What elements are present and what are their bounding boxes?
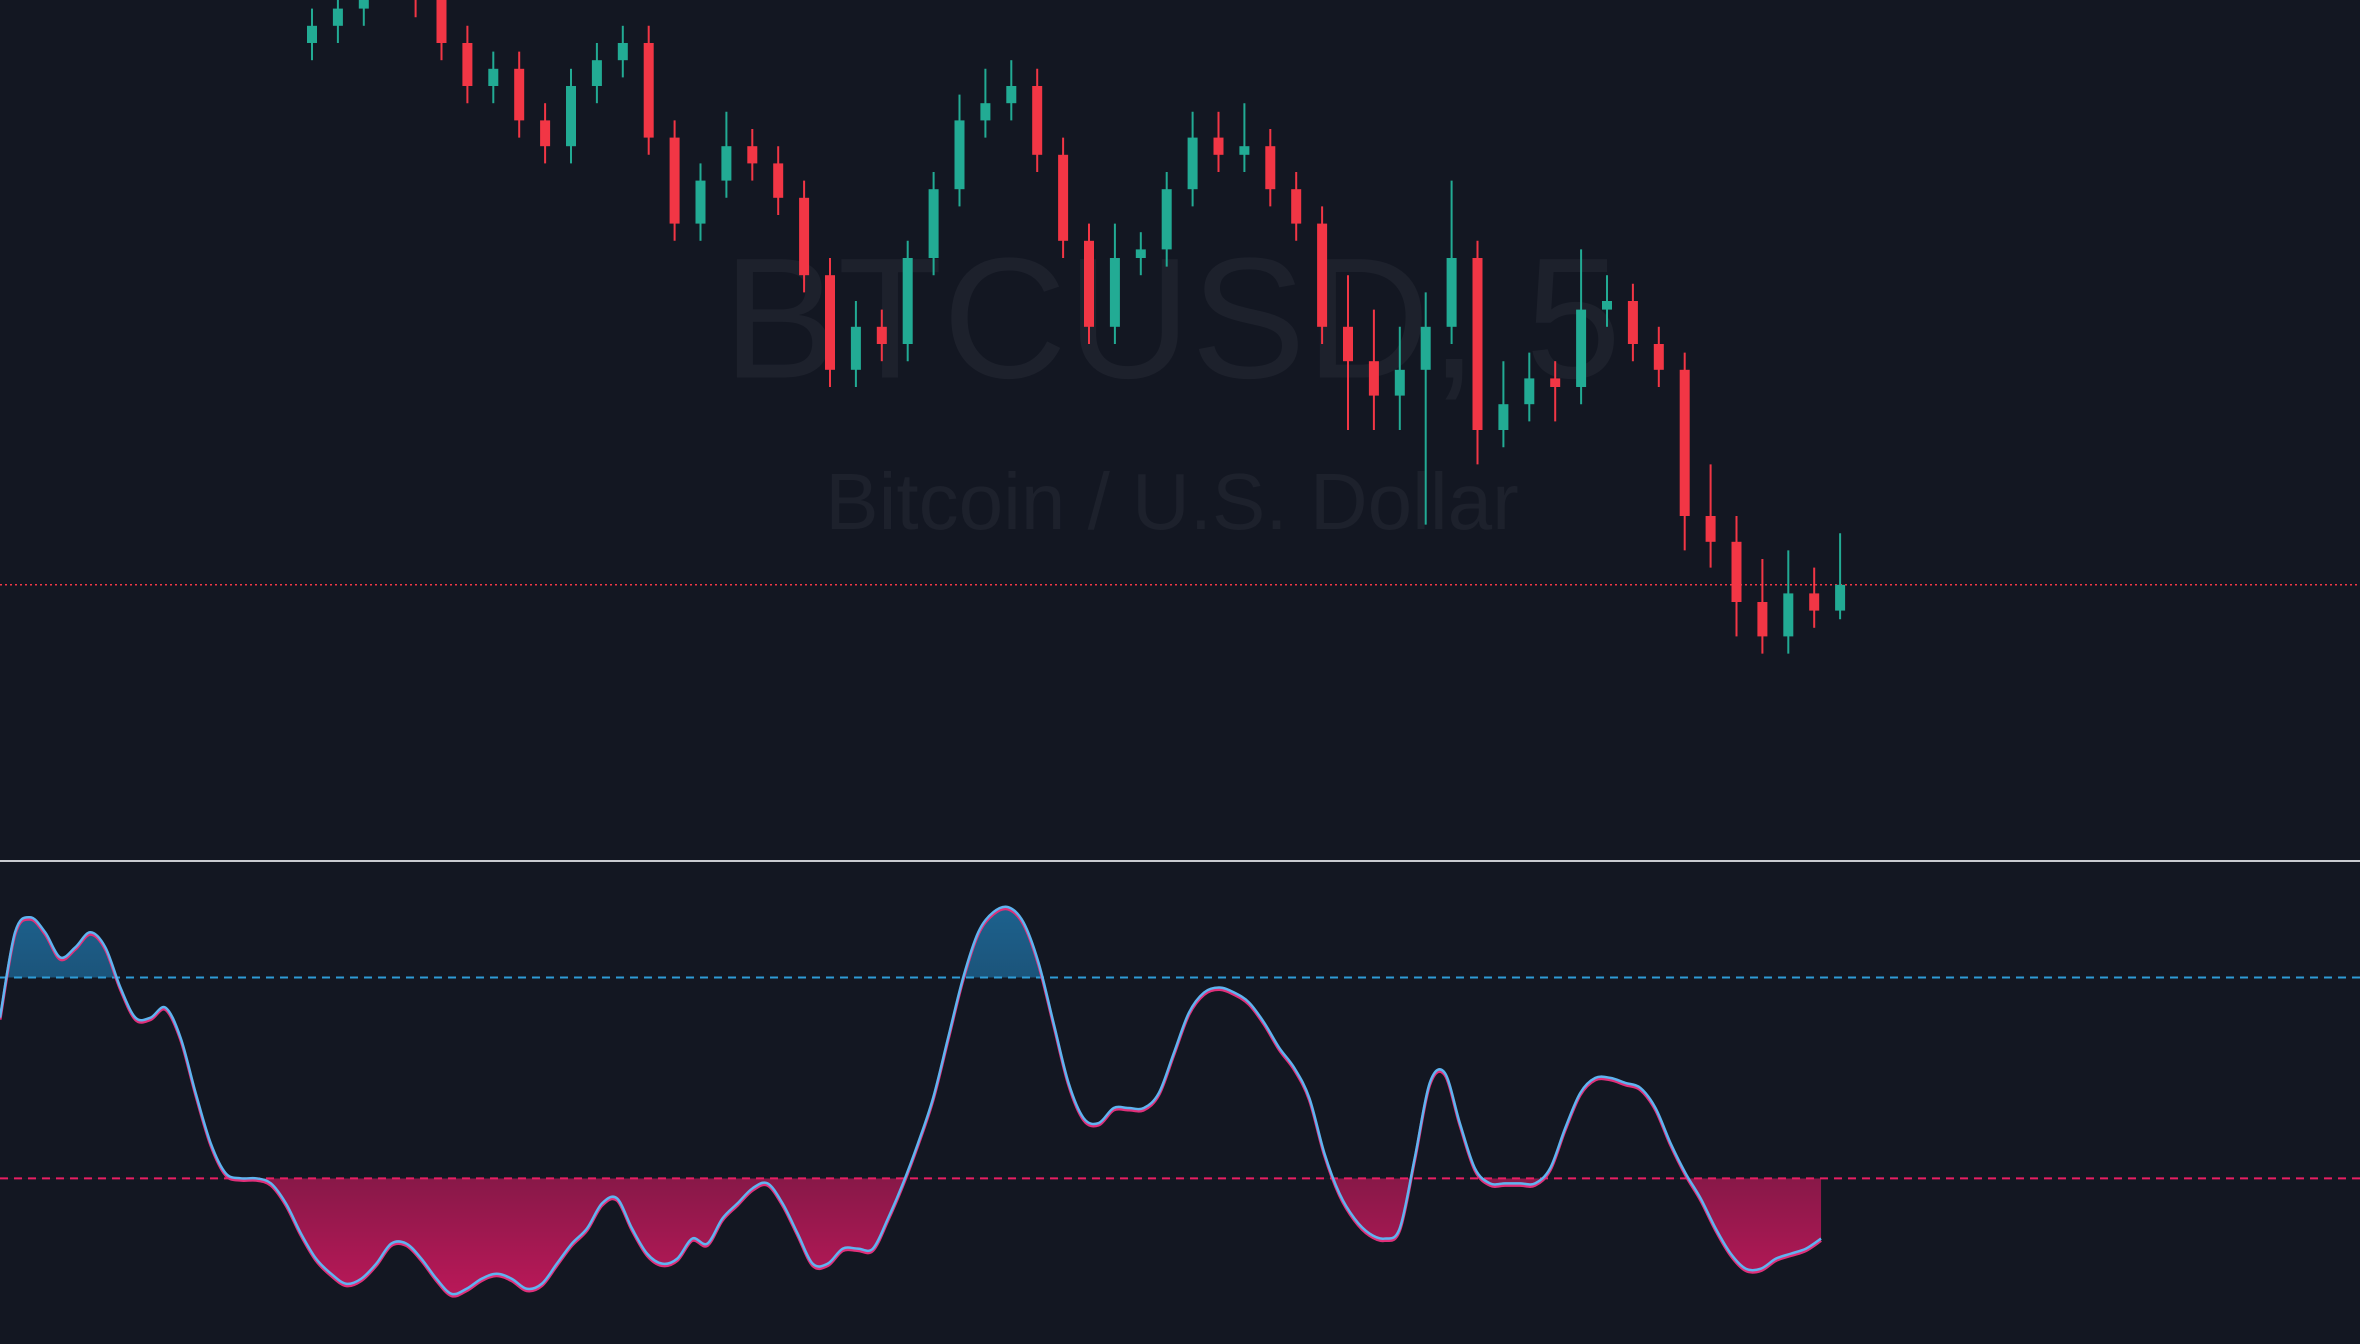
- candle-body: [643, 43, 654, 138]
- candle-body: [1006, 86, 1017, 104]
- watermark-description: Bitcoin / U.S. Dollar: [825, 457, 1519, 546]
- candle-body: [358, 0, 369, 9]
- candle-body: [954, 120, 965, 190]
- candle-body: [1627, 301, 1638, 344]
- pane-separator: [0, 860, 2360, 862]
- candle-body: [1317, 223, 1328, 327]
- oscillator-line: [0, 905, 1822, 1296]
- candle-body: [1187, 137, 1198, 190]
- candle-body: [1032, 86, 1043, 155]
- candle-body: [514, 68, 525, 121]
- oscillator-pane: [0, 905, 2360, 1298]
- candle-body: [1394, 369, 1405, 396]
- candle-body: [721, 146, 732, 181]
- candle-body: [1265, 146, 1276, 190]
- candle-body: [1783, 593, 1794, 637]
- candle-body: [1835, 584, 1846, 611]
- candle-body: [1809, 593, 1820, 611]
- candle-body: [1213, 137, 1224, 155]
- candle-body: [540, 120, 551, 147]
- candle-body: [1084, 240, 1094, 327]
- candle-body: [799, 197, 810, 276]
- candle-body: [773, 163, 784, 198]
- price-pane: [0, 0, 2360, 654]
- candle-body: [850, 326, 861, 370]
- candle-body: [1524, 378, 1535, 405]
- candle-body: [488, 68, 499, 86]
- candle-body: [1291, 189, 1302, 224]
- candle-body: [1731, 541, 1742, 602]
- candle-body: [980, 103, 991, 121]
- candle-body: [1058, 154, 1069, 241]
- candle-body: [1705, 516, 1716, 542]
- candle-body: [617, 43, 628, 61]
- candle-body: [1679, 369, 1690, 516]
- candle-body: [1653, 344, 1664, 370]
- candle-body: [695, 180, 706, 224]
- candle-body: [1550, 378, 1561, 387]
- candle-body: [1498, 404, 1509, 430]
- candle-body: [436, 0, 447, 43]
- candle-body: [928, 189, 939, 258]
- oversold-fill: [240, 1178, 1822, 1295]
- candle-body: [1368, 361, 1379, 396]
- candle-body: [1135, 249, 1146, 258]
- candle-body: [1109, 258, 1120, 327]
- candle-body: [669, 137, 680, 224]
- candle-body: [1239, 146, 1250, 155]
- candle-body: [332, 8, 343, 26]
- candle-body: [825, 275, 835, 370]
- candle-body: [566, 86, 576, 147]
- candle-body: [1602, 301, 1612, 310]
- candle-body: [1757, 602, 1768, 637]
- candle-body: [1576, 309, 1587, 387]
- candle-body: [1446, 258, 1457, 327]
- candle-body: [591, 60, 602, 86]
- candle-body: [307, 25, 317, 43]
- candle-body: [876, 326, 887, 344]
- candle-body: [747, 146, 758, 164]
- candle-body: [1472, 258, 1483, 430]
- candle-body: [1420, 326, 1431, 370]
- candle-body: [462, 43, 473, 86]
- candle-body: [1343, 326, 1353, 362]
- candle-body: [902, 258, 913, 344]
- candle-body: [1161, 189, 1172, 250]
- watermark-symbol: BTCUSD, 5: [723, 222, 1621, 414]
